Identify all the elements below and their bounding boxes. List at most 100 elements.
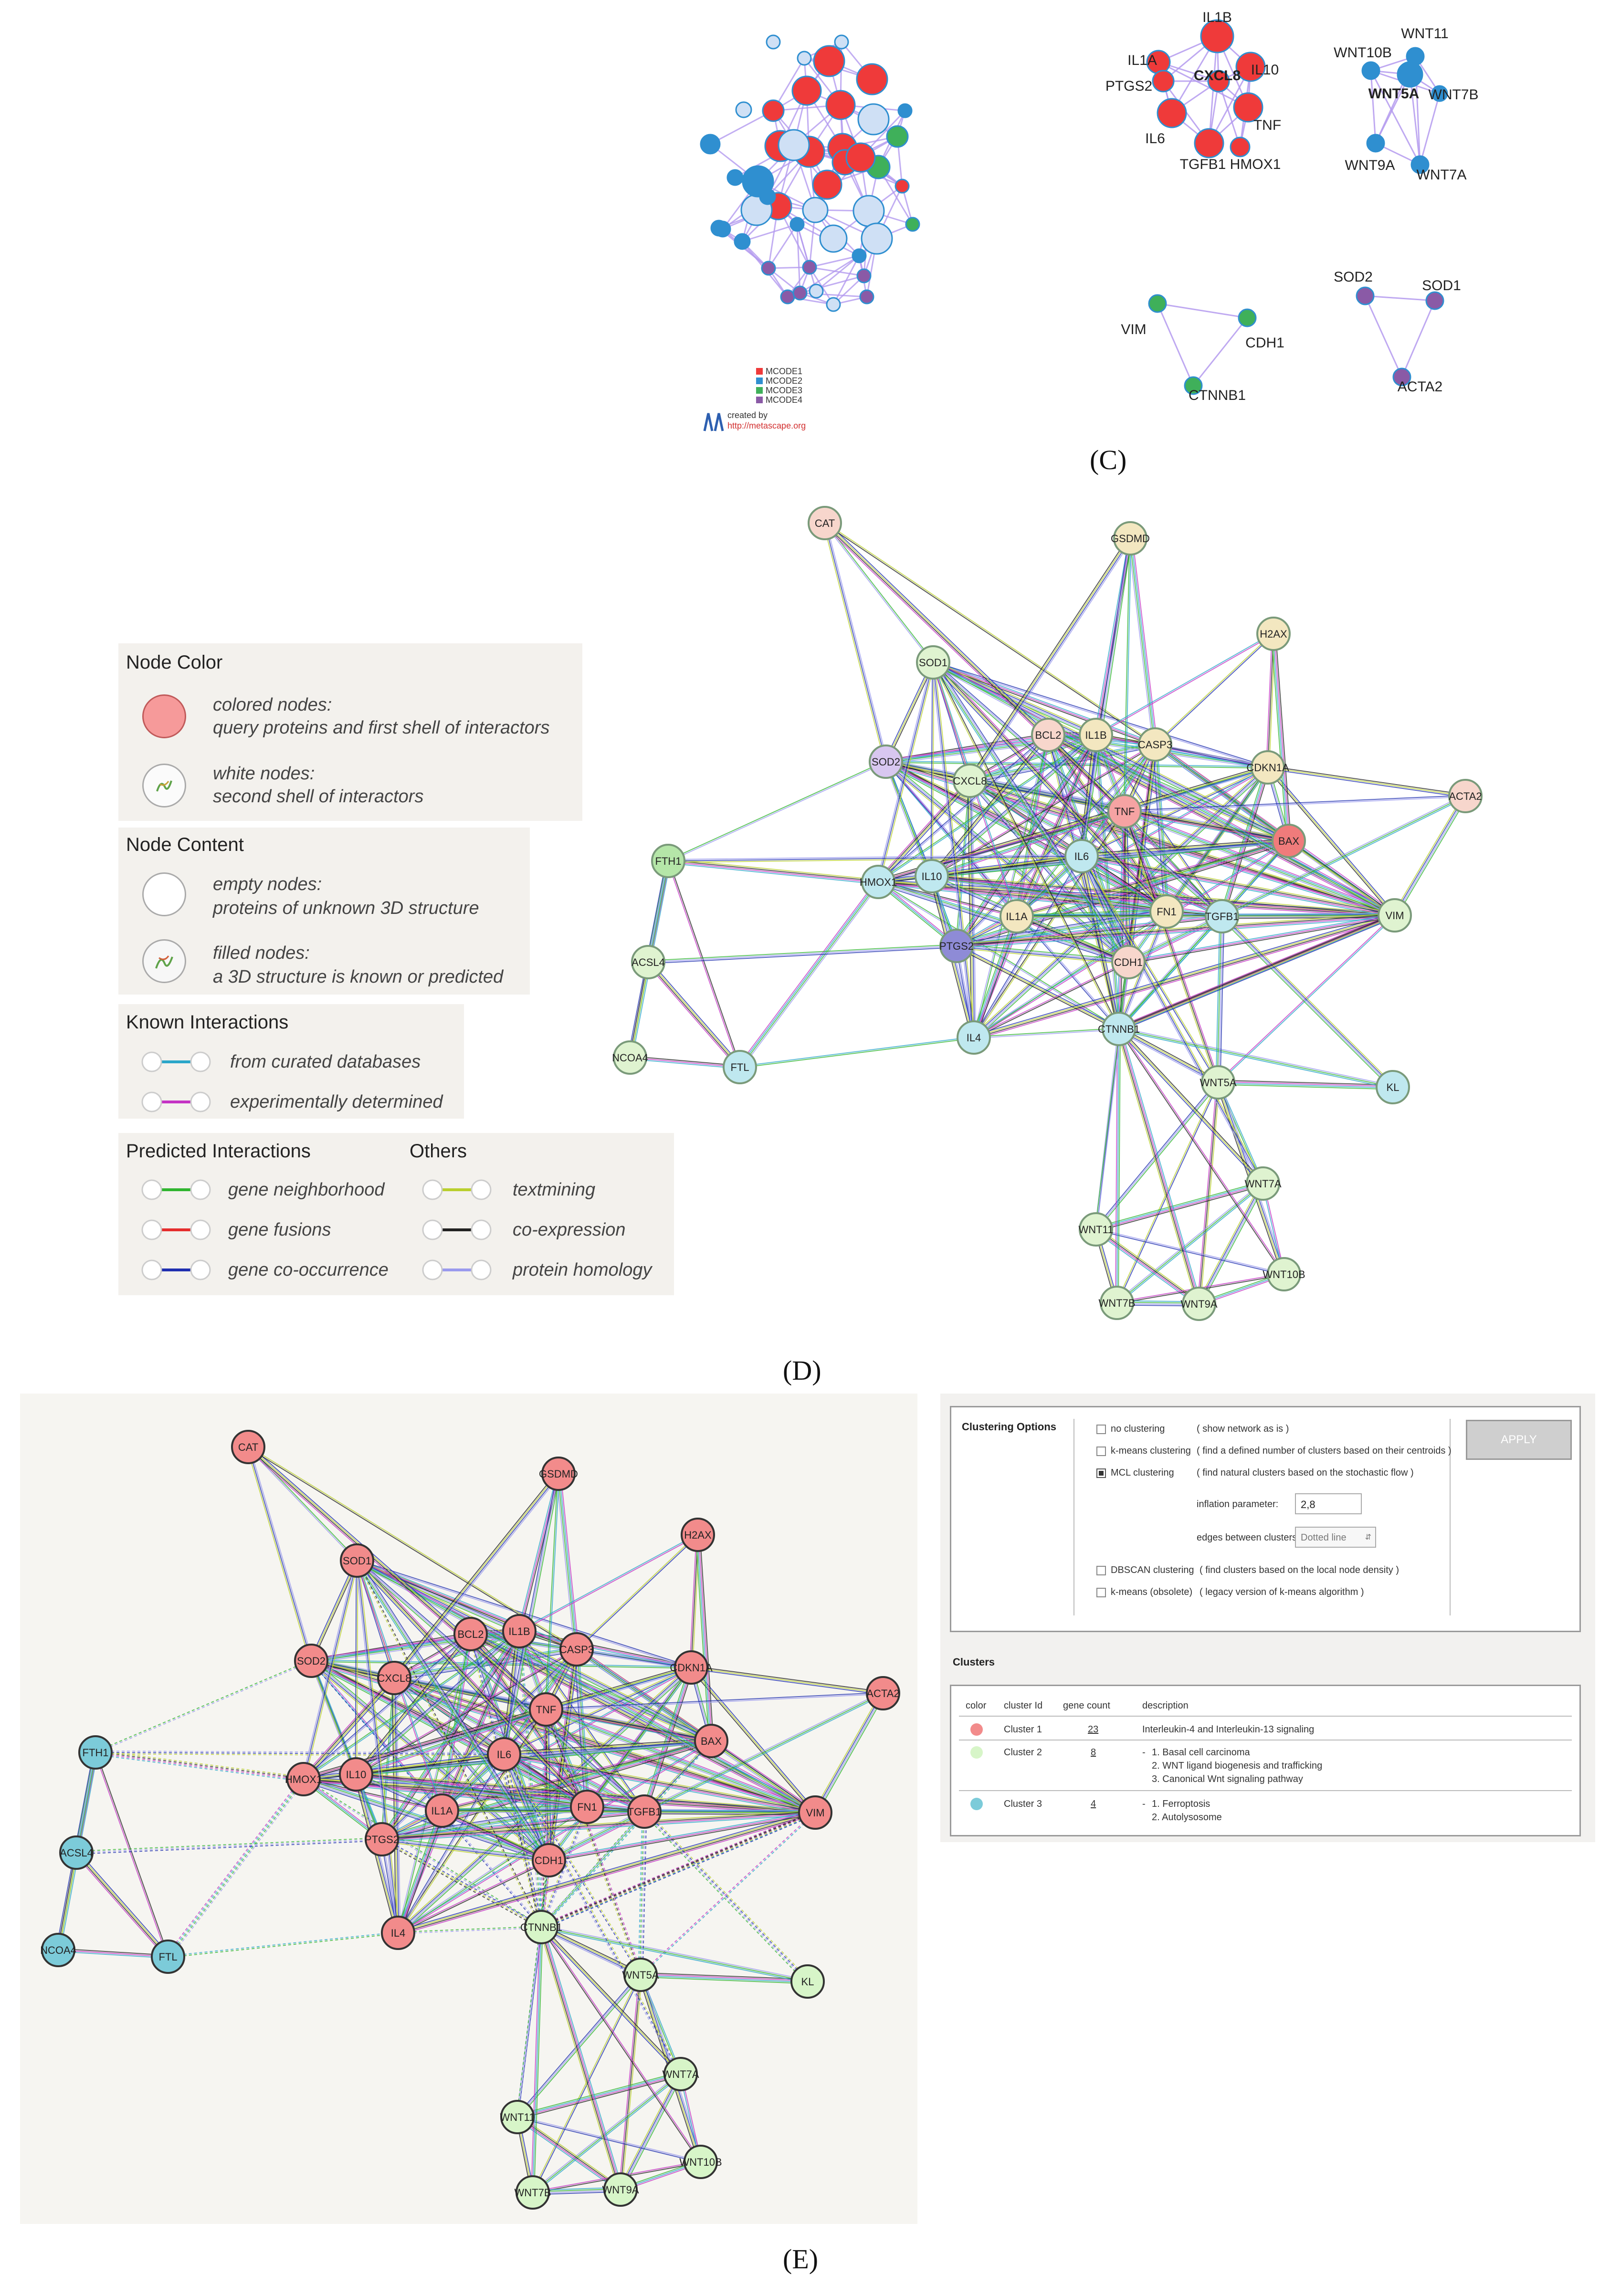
- panel-e-edge: [517, 2073, 681, 2117]
- panel-e-node[interactable]: VIM: [798, 1795, 832, 1830]
- panel-e-node[interactable]: BCL2: [453, 1617, 488, 1651]
- panel-d-node[interactable]: HMOX1: [860, 865, 897, 899]
- panel-e-node[interactable]: IL1B: [502, 1614, 537, 1648]
- panel-e-node[interactable]: CDH1: [532, 1843, 566, 1877]
- mcl-checkbox[interactable]: [1096, 1468, 1106, 1478]
- panel-e-node[interactable]: SOD1: [340, 1543, 374, 1578]
- panel-d-node[interactable]: TNF: [1107, 794, 1142, 828]
- panel-e-node[interactable]: TGFB1: [627, 1794, 662, 1829]
- dbscan-checkbox[interactable]: [1096, 1566, 1106, 1575]
- panel-e-node[interactable]: GSDMD: [539, 1457, 578, 1491]
- panel-d-edge: [1268, 765, 1466, 796]
- metascape-link[interactable]: http://metascape.org: [727, 421, 806, 430]
- panel-e-node[interactable]: PTGS2: [365, 1822, 399, 1856]
- panel-d-node[interactable]: CTNNB1: [1098, 1012, 1140, 1046]
- panel-d-node[interactable]: CASP3: [1138, 727, 1172, 762]
- panel-d-node[interactable]: CAT: [808, 506, 842, 540]
- cluster-3-count[interactable]: 4: [1091, 1799, 1096, 1809]
- panel-e-edge: [504, 1754, 542, 1928]
- edges-between-select[interactable]: Dotted line ⇵: [1295, 1527, 1376, 1548]
- panel-e-node[interactable]: IL10: [339, 1757, 373, 1792]
- panel-d-edge: [1271, 634, 1287, 841]
- panel-e-node[interactable]: BAX: [694, 1724, 728, 1758]
- panel-e-node[interactable]: HMOX1: [285, 1762, 322, 1796]
- panel-d-node[interactable]: WNT11: [1079, 1212, 1114, 1247]
- panel-d-node[interactable]: WNT9A: [1181, 1287, 1218, 1321]
- panel-e-node[interactable]: CDKN1A: [670, 1650, 713, 1685]
- panel-d-node[interactable]: IL1A: [1000, 899, 1034, 933]
- panel-e-edge: [396, 1665, 690, 1932]
- panel-d-node-label: HMOX1: [860, 876, 897, 888]
- no-clustering-checkbox[interactable]: [1096, 1425, 1106, 1434]
- no-clustering-desc: ( show network as is ): [1197, 1424, 1289, 1434]
- panel-d-node[interactable]: ACSL4: [631, 945, 665, 979]
- legend-node-content-box: [118, 828, 530, 995]
- panel-e-node[interactable]: FTH1: [78, 1735, 113, 1770]
- panel-d-node[interactable]: IL10: [915, 859, 949, 893]
- panel-d-node[interactable]: ACTA2: [1448, 779, 1483, 813]
- inflation-input[interactable]: 2,8: [1295, 1493, 1362, 1514]
- panel-d-node[interactable]: SOD2: [869, 744, 903, 779]
- panel-d-node[interactable]: WNT7B: [1099, 1286, 1136, 1320]
- panel-d-node[interactable]: FTL: [723, 1050, 757, 1084]
- panel-d-edge: [1095, 1181, 1263, 1228]
- panel-e-node[interactable]: CXCL8: [377, 1661, 411, 1695]
- panel-e-node[interactable]: NCOA4: [40, 1933, 76, 1967]
- panel-e-node[interactable]: FN1: [570, 1790, 604, 1824]
- cluster-1-count[interactable]: 23: [1088, 1724, 1099, 1735]
- panel-e-node[interactable]: WNT7B: [515, 2175, 551, 2210]
- cluster-2-count[interactable]: 8: [1091, 1747, 1096, 1758]
- panel-e-node[interactable]: FTL: [151, 1940, 185, 1974]
- panel-d-node[interactable]: TGFB1: [1205, 899, 1239, 933]
- panel-e-node[interactable]: ACTA2: [866, 1676, 900, 1710]
- panel-c-node-label: HMOX1: [1230, 157, 1281, 172]
- panel-c-edge: [710, 110, 774, 145]
- panel-d-node[interactable]: CXCL8: [953, 764, 987, 798]
- panel-d-node[interactable]: FTH1: [651, 844, 685, 878]
- panel-d-node[interactable]: NCOA4: [612, 1040, 648, 1075]
- panel-e-node[interactable]: SOD2: [294, 1644, 328, 1678]
- colored-nodes-label: colored nodes:: [213, 695, 332, 715]
- dbscan-label: DBSCAN clustering: [1111, 1565, 1194, 1575]
- panel-e-node[interactable]: WNT7A: [663, 2057, 699, 2091]
- panel-d-node[interactable]: CDKN1A: [1246, 750, 1289, 785]
- panel-d-node[interactable]: BAX: [1272, 824, 1306, 858]
- panel-e-node[interactable]: CAT: [231, 1430, 265, 1464]
- panel-d-node[interactable]: WNT7A: [1245, 1166, 1282, 1201]
- panel-e-node-label: IL10: [346, 1769, 367, 1781]
- panel-e-node[interactable]: KL: [790, 1964, 825, 1999]
- kmeans-old-checkbox[interactable]: [1096, 1588, 1106, 1597]
- panel-e-node[interactable]: WNT10B: [679, 2145, 722, 2179]
- panel-e-node[interactable]: TNF: [529, 1692, 563, 1727]
- panel-d-node[interactable]: KL: [1376, 1070, 1410, 1104]
- panel-d-edge: [1119, 912, 1168, 1030]
- panel-d-node[interactable]: IL4: [957, 1020, 991, 1055]
- panel-d-node[interactable]: BCL2: [1031, 718, 1065, 752]
- panel-d-node[interactable]: SOD1: [916, 645, 950, 680]
- panel-c-node: [812, 169, 842, 200]
- panel-e-node[interactable]: IL4: [381, 1916, 415, 1950]
- panel-d-node[interactable]: WNT5A: [1200, 1065, 1237, 1100]
- panel-d-edge: [955, 780, 970, 946]
- panel-d-node[interactable]: H2AX: [1256, 617, 1291, 651]
- panel-e-node[interactable]: H2AX: [681, 1518, 715, 1552]
- panel-e-node[interactable]: CASP3: [559, 1632, 594, 1667]
- panel-e-node[interactable]: ACSL4: [59, 1835, 94, 1870]
- kmeans-checkbox[interactable]: [1096, 1447, 1106, 1456]
- panel-d-edge: [933, 662, 1268, 769]
- panel-d-node[interactable]: IL1B: [1079, 718, 1113, 752]
- panel-d-node[interactable]: VIM: [1378, 898, 1412, 933]
- panel-d-node[interactable]: IL6: [1064, 839, 1099, 873]
- panel-d-node[interactable]: CDH1: [1111, 945, 1146, 979]
- panel-d-node[interactable]: PTGS2: [939, 929, 974, 963]
- panel-e-node[interactable]: WNT11: [500, 2100, 535, 2134]
- panel-d-node[interactable]: WNT10B: [1263, 1257, 1305, 1291]
- panel-d-node[interactable]: GSDMD: [1111, 521, 1150, 556]
- panel-e-node[interactable]: IL1A: [425, 1793, 459, 1828]
- panel-e-node[interactable]: IL6: [487, 1737, 521, 1772]
- panel-e-node[interactable]: WNT9A: [602, 2172, 639, 2207]
- panel-e-node[interactable]: CTNNB1: [520, 1910, 562, 1944]
- apply-button[interactable]: APPLY: [1466, 1420, 1572, 1460]
- panel-d-node[interactable]: FN1: [1149, 894, 1184, 929]
- panel-e-node[interactable]: WNT5A: [622, 1958, 659, 1992]
